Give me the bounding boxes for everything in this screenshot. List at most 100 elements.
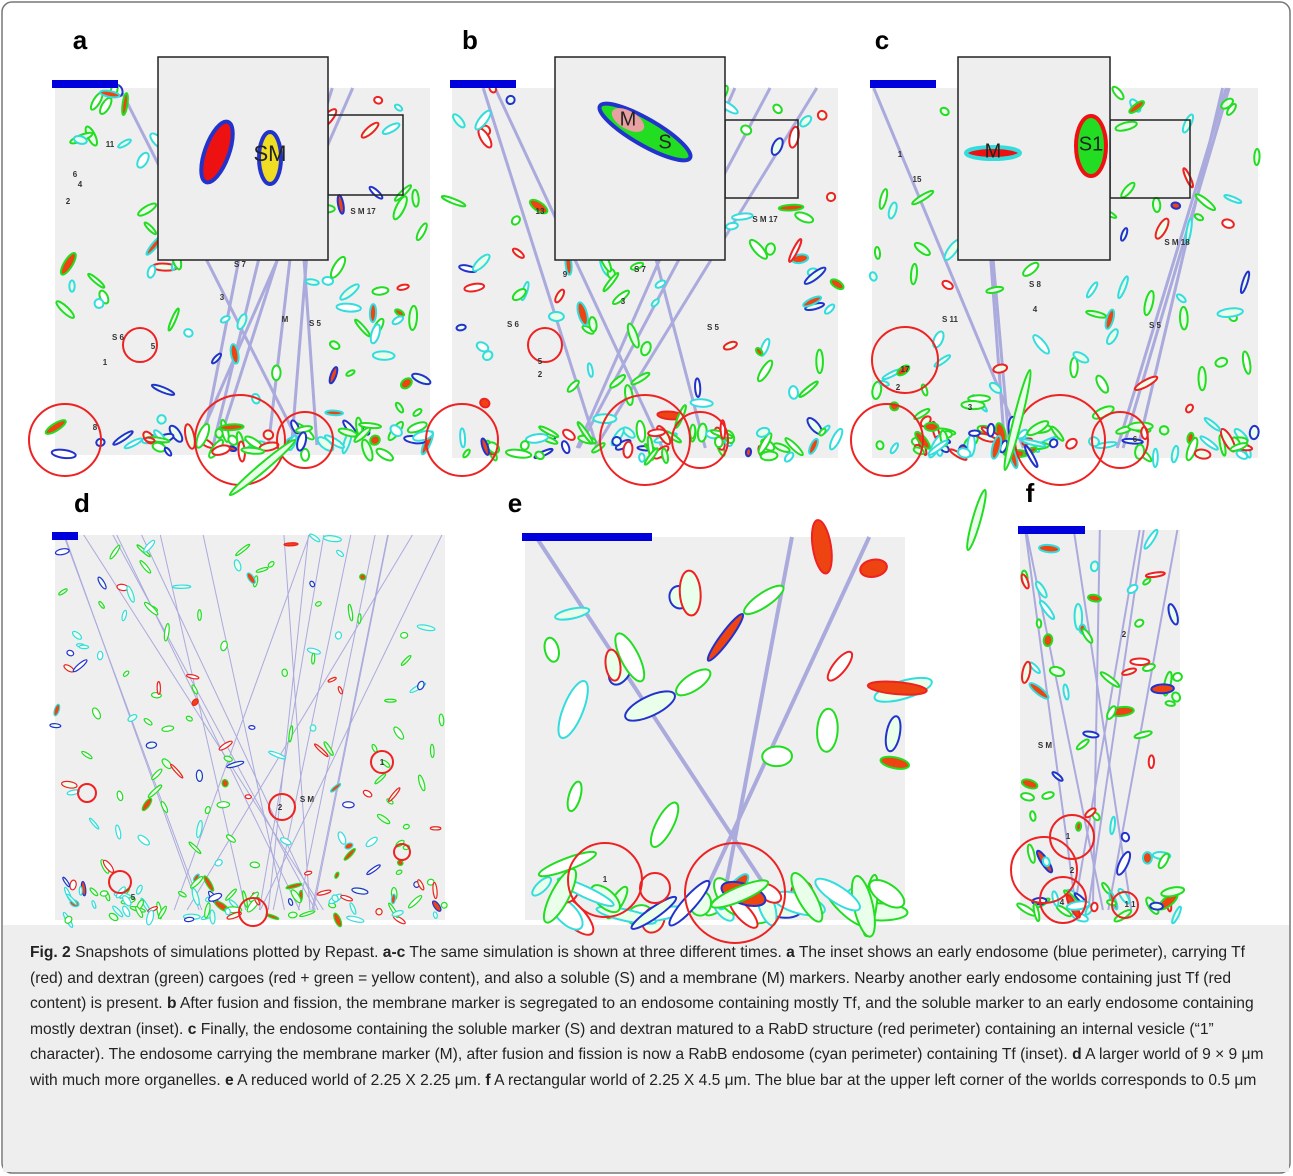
vesicle xyxy=(638,452,646,463)
vesicle xyxy=(395,869,403,876)
vesicle xyxy=(562,428,576,441)
vesicle-label: S 7 xyxy=(234,260,247,269)
vesicle-label: S M xyxy=(1038,741,1053,750)
vesicle xyxy=(417,879,425,891)
microtubule xyxy=(259,534,443,911)
vesicle xyxy=(191,684,199,695)
vesicle xyxy=(1032,902,1041,923)
vesicle xyxy=(1199,435,1219,451)
microtubule xyxy=(83,534,324,911)
vesicle xyxy=(764,242,776,256)
vesicle xyxy=(304,278,320,286)
vesicle xyxy=(794,211,815,224)
vesicle xyxy=(102,859,115,873)
vesicle xyxy=(311,652,316,665)
vesicle xyxy=(188,841,202,855)
vesicle xyxy=(135,884,143,895)
vesicle xyxy=(913,407,931,421)
vesicle xyxy=(960,400,986,411)
vesicle xyxy=(1147,754,1156,770)
vesicle xyxy=(431,900,442,912)
endosome xyxy=(28,403,102,477)
vesicle xyxy=(1106,705,1117,720)
endosome xyxy=(425,403,499,477)
caption-bold: c xyxy=(187,1020,197,1038)
vesicle xyxy=(887,201,898,220)
vesicle xyxy=(88,817,100,830)
caption-bold: b xyxy=(166,995,177,1012)
vesicle xyxy=(195,769,204,782)
inset xyxy=(157,56,329,261)
vesicle-label: 2 xyxy=(278,803,283,812)
vesicle xyxy=(366,864,381,876)
endosome xyxy=(599,394,691,486)
endosome xyxy=(671,411,729,469)
vesicle xyxy=(91,900,97,909)
vesicle xyxy=(1193,448,1212,460)
vesicle xyxy=(710,879,770,909)
vesicle xyxy=(78,644,90,650)
vesicle xyxy=(519,440,530,451)
vesicle xyxy=(547,311,565,322)
vesicle xyxy=(1127,421,1154,432)
vesicle xyxy=(1154,217,1170,240)
vesicle xyxy=(1216,307,1244,318)
vesicle xyxy=(740,124,753,136)
vesicle xyxy=(1090,901,1099,913)
vesicle xyxy=(55,300,75,319)
vesicle xyxy=(121,609,128,622)
vesicle xyxy=(643,447,659,466)
vesicle xyxy=(1020,573,1030,590)
vesicle xyxy=(432,911,438,919)
vesicle xyxy=(479,397,491,409)
vesicle xyxy=(59,252,77,276)
vesicle-label: 6 xyxy=(73,170,78,179)
vesicle xyxy=(324,409,344,417)
vesicle xyxy=(411,372,432,386)
vesicle xyxy=(1042,633,1054,648)
vesicle xyxy=(623,384,634,406)
microtubule xyxy=(719,536,794,911)
caption-text: A larger world of 9 × 9 μm with much mor… xyxy=(30,1046,1264,1089)
vesicle xyxy=(829,278,845,291)
vesicle xyxy=(1111,85,1125,101)
vesicle xyxy=(337,686,344,695)
inset xyxy=(554,56,726,261)
vesicle xyxy=(369,323,382,345)
caption-bold: f xyxy=(485,1071,491,1089)
vesicle xyxy=(99,890,109,897)
caption: Fig. 2 Snapshots of simulations plotted … xyxy=(30,940,1270,1093)
vesicle xyxy=(66,649,75,657)
vesicle-label: 17 xyxy=(901,365,910,374)
vesicle xyxy=(309,724,317,732)
vesicle xyxy=(1085,281,1099,299)
vesicle xyxy=(576,421,594,445)
microtubule xyxy=(1072,529,1133,911)
vesicle xyxy=(777,203,805,212)
vesicle xyxy=(1134,618,1145,628)
vesicle xyxy=(309,580,316,588)
vesicle xyxy=(1073,602,1084,631)
vesicle xyxy=(748,238,768,260)
vesicle xyxy=(1089,560,1100,573)
vesicle xyxy=(183,328,194,338)
vesicle xyxy=(744,447,753,458)
vesicle xyxy=(330,782,342,793)
vesicle xyxy=(204,902,211,919)
vesicle xyxy=(1020,438,1047,448)
vesicle xyxy=(309,533,321,543)
vesicle xyxy=(290,889,302,904)
vesicle xyxy=(1221,218,1235,229)
caption-background xyxy=(3,925,1289,1172)
vesicle xyxy=(1194,193,1217,212)
vesicle xyxy=(1069,356,1079,379)
vesicle xyxy=(87,272,106,289)
inset-label: SM xyxy=(254,141,287,166)
vesicle xyxy=(1084,807,1097,819)
vesicle xyxy=(281,668,289,677)
vesicle-label: 2 xyxy=(1122,630,1127,639)
vesicle xyxy=(345,369,356,377)
vesicle-label: S 5 xyxy=(707,323,720,332)
vesicle xyxy=(482,350,494,362)
